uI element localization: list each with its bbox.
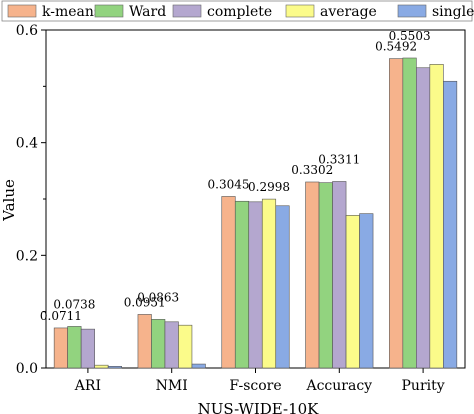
data-label: 0.3302 [291,163,333,177]
bar-complete-F-score [248,201,263,369]
bar-Ward-ARI [67,326,82,369]
bar-single-F-score [275,205,290,369]
bar-single-ARI [107,366,122,369]
bar-complete-Accuracy [332,181,347,369]
y-axis-title: Value [0,179,18,222]
axes: 0.0 0.2 0.4 0.6 ARI NMI F-score Accuracy Purity [16,23,466,394]
bar-complete-Purity [416,67,431,369]
bar-average-F-score [261,198,277,369]
bar-single-NMI [191,363,206,369]
bar-average-Accuracy [345,215,360,369]
bar-k-means-F-score [221,196,236,369]
x-tick-label: Accuracy [305,378,372,394]
legend-swatch-complete [172,4,202,18]
y-tick-label: 0.4 [16,136,38,152]
bar-Ward-NMI [151,319,166,369]
y-tick-label: 0.0 [16,361,38,377]
bar-average-Purity [429,64,444,369]
legend-label-single: single [432,4,474,20]
legend-swatch-Ward [94,4,124,18]
data-label: 0.5503 [389,29,431,43]
bar-k-means-Accuracy [305,181,320,369]
bar-k-means-ARI [53,327,68,369]
data-label: 0.0951 [124,295,166,309]
data-label: 0.0738 [53,297,95,311]
x-tick-label: F-score [229,378,281,394]
data-label: 0.0863 [137,290,179,304]
legend-label-average: average [320,4,377,20]
legend-swatch-k-means [7,4,37,18]
x-tick-label: Purity [402,378,445,394]
legend-label-k-means: k-means [42,4,101,20]
x-axis-title: NUS-WIDE-10K [198,400,320,414]
bar-average-NMI [178,324,193,369]
bars [53,57,458,369]
y-tick-label: 0.6 [16,23,38,39]
legend-swatch-single [397,4,427,18]
bar-complete-NMI [164,321,179,369]
bar-Ward-Purity [402,57,417,369]
bar-k-means-Purity [389,58,404,369]
bar-single-Accuracy [359,213,374,369]
x-tick-label: ARI [74,378,101,394]
bar-complete-ARI [80,328,95,369]
x-tick-label: NMI [156,378,188,394]
data-label: 0.5492 [375,40,417,54]
bar-single-Purity [443,80,458,369]
data-label: 0.0711 [40,309,82,323]
bar-Ward-F-score [234,200,250,369]
bar-average-ARI [94,364,109,369]
legend-swatch-average [285,4,315,18]
legend-label-Ward: Ward [129,4,166,20]
bar-Ward-Accuracy [318,182,333,369]
y-tick-label: 0.2 [16,248,38,264]
data-label: 0.2998 [248,180,290,194]
data-label: 0.3045 [208,178,250,192]
legend: k-means Ward complete average single [1,0,474,22]
legend-label-complete: complete [207,4,272,20]
bar-k-means-NMI [137,314,152,369]
data-label: 0.3311 [318,153,360,167]
